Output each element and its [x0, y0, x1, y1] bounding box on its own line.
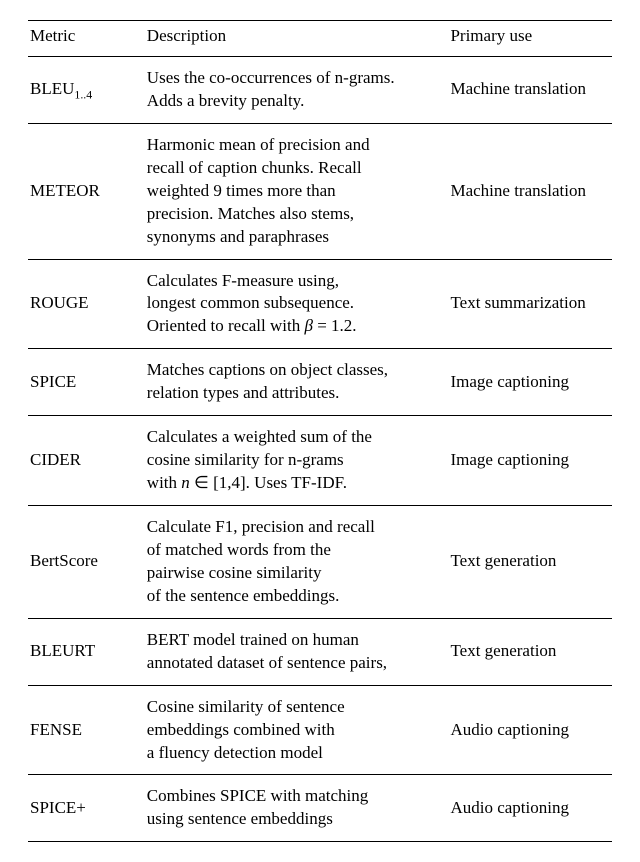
cell-metric: FENSE — [28, 685, 145, 775]
cell-primary-use: Image captioning — [448, 349, 612, 416]
header-primary-use: Primary use — [448, 21, 612, 57]
cell-metric: CIDER — [28, 416, 145, 506]
cell-metric: SPICE+ — [28, 775, 145, 842]
cell-primary-use: Text generation — [448, 618, 612, 685]
table-row: SPICEMatches captions on object classes,… — [28, 349, 612, 416]
cell-primary-use: Text generation — [448, 506, 612, 619]
cell-primary-use: Machine translation — [448, 123, 612, 259]
header-description: Description — [145, 21, 449, 57]
cell-description: BERT model trained on humanannotated dat… — [145, 618, 449, 685]
table-row: BLEU1..4Uses the co-occurrences of n-gra… — [28, 56, 612, 123]
table-row: CIDERCalculates a weighted sum of thecos… — [28, 416, 612, 506]
cell-primary-use: Audio captioning — [448, 685, 612, 775]
cell-metric: ROUGE — [28, 259, 145, 349]
cell-metric: BertScore — [28, 506, 145, 619]
table-body: BLEU1..4Uses the co-occurrences of n-gra… — [28, 56, 612, 841]
cell-description: Harmonic mean of precision andrecall of … — [145, 123, 449, 259]
cell-description: Cosine similarity of sentenceembeddings … — [145, 685, 449, 775]
cell-description: Calculate F1, precision and recallof mat… — [145, 506, 449, 619]
cell-metric: METEOR — [28, 123, 145, 259]
table-row: METEORHarmonic mean of precision andreca… — [28, 123, 612, 259]
cell-description: Calculates a weighted sum of thecosine s… — [145, 416, 449, 506]
cell-metric: SPICE — [28, 349, 145, 416]
table-row: FENSECosine similarity of sentenceembedd… — [28, 685, 612, 775]
table-row: ROUGECalculates F-measure using,longest … — [28, 259, 612, 349]
cell-description: Calculates F-measure using,longest commo… — [145, 259, 449, 349]
cell-primary-use: Audio captioning — [448, 775, 612, 842]
cell-primary-use: Text summarization — [448, 259, 612, 349]
cell-metric: BLEU1..4 — [28, 56, 145, 123]
table-header-row: Metric Description Primary use — [28, 21, 612, 57]
header-metric: Metric — [28, 21, 145, 57]
metrics-table: Metric Description Primary use BLEU1..4U… — [28, 20, 612, 842]
table-row: BertScoreCalculate F1, precision and rec… — [28, 506, 612, 619]
table-row: SPICE+Combines SPICE with matchingusing … — [28, 775, 612, 842]
cell-primary-use: Image captioning — [448, 416, 612, 506]
cell-description: Combines SPICE with matchingusing senten… — [145, 775, 449, 842]
cell-metric: BLEURT — [28, 618, 145, 685]
cell-description: Uses the co-occurrences of n-grams.Adds … — [145, 56, 449, 123]
cell-description: Matches captions on object classes,relat… — [145, 349, 449, 416]
table-row: BLEURTBERT model trained on humanannotat… — [28, 618, 612, 685]
cell-primary-use: Machine translation — [448, 56, 612, 123]
